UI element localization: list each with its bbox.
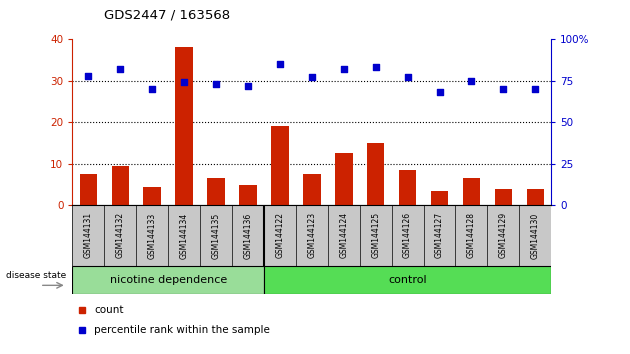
Point	[530, 86, 541, 92]
Point	[498, 86, 508, 92]
Text: GSM144126: GSM144126	[403, 212, 412, 258]
Bar	[144, 187, 161, 205]
Text: count: count	[94, 305, 123, 315]
Bar	[175, 47, 193, 205]
Point	[275, 61, 285, 67]
Bar	[367, 143, 384, 205]
Text: GSM144122: GSM144122	[275, 212, 284, 258]
Point	[403, 74, 413, 80]
Bar	[271, 126, 289, 205]
Bar	[399, 170, 416, 205]
Point	[339, 66, 349, 72]
Text: control: control	[388, 275, 427, 285]
Point	[115, 66, 125, 72]
Text: GSM144127: GSM144127	[435, 212, 444, 258]
Point	[466, 78, 476, 83]
Text: GSM144123: GSM144123	[307, 212, 316, 258]
Point	[83, 74, 93, 79]
Text: disease state: disease state	[6, 271, 66, 280]
Point	[243, 83, 253, 88]
Text: GSM144130: GSM144130	[531, 212, 540, 258]
Bar	[239, 184, 257, 205]
Point	[147, 86, 158, 92]
Bar	[72, 266, 264, 294]
Bar	[79, 174, 97, 205]
Text: GSM144128: GSM144128	[467, 212, 476, 258]
Bar	[527, 189, 544, 205]
Text: GSM144134: GSM144134	[180, 212, 188, 258]
Text: GSM144135: GSM144135	[212, 212, 220, 258]
Text: GSM144124: GSM144124	[340, 212, 348, 258]
Text: GSM144132: GSM144132	[116, 212, 125, 258]
Bar	[431, 191, 449, 205]
Bar	[207, 178, 225, 205]
Text: GSM144125: GSM144125	[371, 212, 380, 258]
Point	[211, 81, 221, 87]
Text: GDS2447 / 163568: GDS2447 / 163568	[104, 8, 230, 21]
Bar	[303, 174, 321, 205]
Bar	[264, 266, 551, 294]
Text: GSM144136: GSM144136	[244, 212, 253, 258]
Point	[370, 64, 381, 70]
Point	[435, 89, 445, 95]
Point	[307, 74, 317, 80]
Text: GSM144131: GSM144131	[84, 212, 93, 258]
Bar	[335, 153, 353, 205]
Point	[179, 79, 189, 85]
Text: nicotine dependence: nicotine dependence	[110, 275, 227, 285]
Bar	[112, 166, 129, 205]
Text: GSM144133: GSM144133	[148, 212, 157, 258]
Bar	[462, 178, 480, 205]
Bar	[495, 189, 512, 205]
Text: percentile rank within the sample: percentile rank within the sample	[94, 325, 270, 336]
Text: GSM144129: GSM144129	[499, 212, 508, 258]
